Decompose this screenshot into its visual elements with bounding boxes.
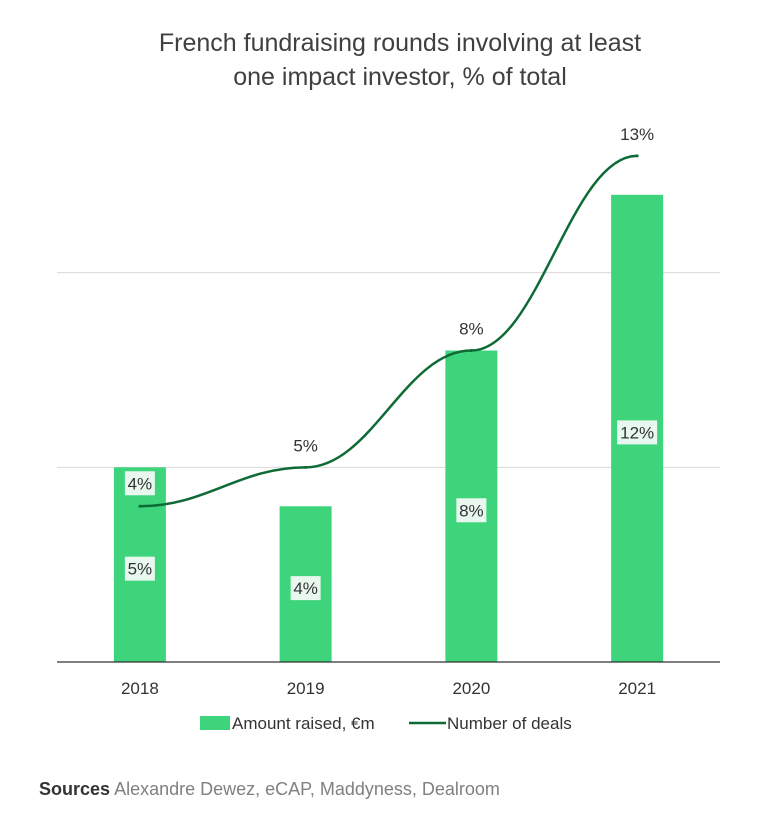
chart-title: French fundraising rounds involving at l… (0, 26, 760, 94)
bar-label-2021-box (617, 420, 658, 445)
x-tick-label-2018: 2018 (121, 679, 159, 698)
line-label-2018-box (124, 471, 155, 496)
legend-label-amount-raised: Amount raised, €m (232, 714, 375, 733)
legend-swatch-amount-raised (200, 716, 230, 730)
line-label-2020: 8% (459, 320, 484, 339)
bar-label-2020: 8% (459, 501, 484, 520)
line-point-2020 (469, 349, 473, 353)
line-label-2018: 4% (128, 474, 153, 493)
bar-label-2021: 12% (620, 423, 654, 442)
x-tick-label-2020: 2020 (452, 679, 490, 698)
bar-label-2018: 5% (128, 560, 153, 579)
chart-title-line-2: one impact investor, % of total (233, 63, 567, 91)
line-point-2021 (635, 154, 639, 158)
line-number-of-deals (139, 154, 638, 508)
x-tick-label-2019: 2019 (287, 679, 325, 698)
sources-label: Sources (39, 779, 111, 799)
x-tick-label-2021: 2021 (618, 679, 656, 698)
line-point-2019 (304, 465, 308, 469)
bar-label-2018-box (124, 556, 155, 581)
sources-text: Alexandre Dewez, eCAP, Maddyness, Dealro… (114, 779, 500, 799)
legend-label-number-of-deals: Number of deals (447, 714, 572, 733)
chart-title-line-1: French fundraising rounds involving at l… (158, 29, 642, 57)
bar-label-2019: 4% (293, 579, 318, 598)
bar-label-2019-box (290, 576, 321, 601)
line-label-2019: 5% (293, 436, 318, 455)
line-point-2018 (138, 504, 142, 508)
line-label-2021: 13% (620, 125, 654, 144)
bar-label-2020-box (456, 498, 487, 523)
sources-note: Sources Alexandre Dewez, eCAP, Maddyness… (39, 779, 500, 800)
